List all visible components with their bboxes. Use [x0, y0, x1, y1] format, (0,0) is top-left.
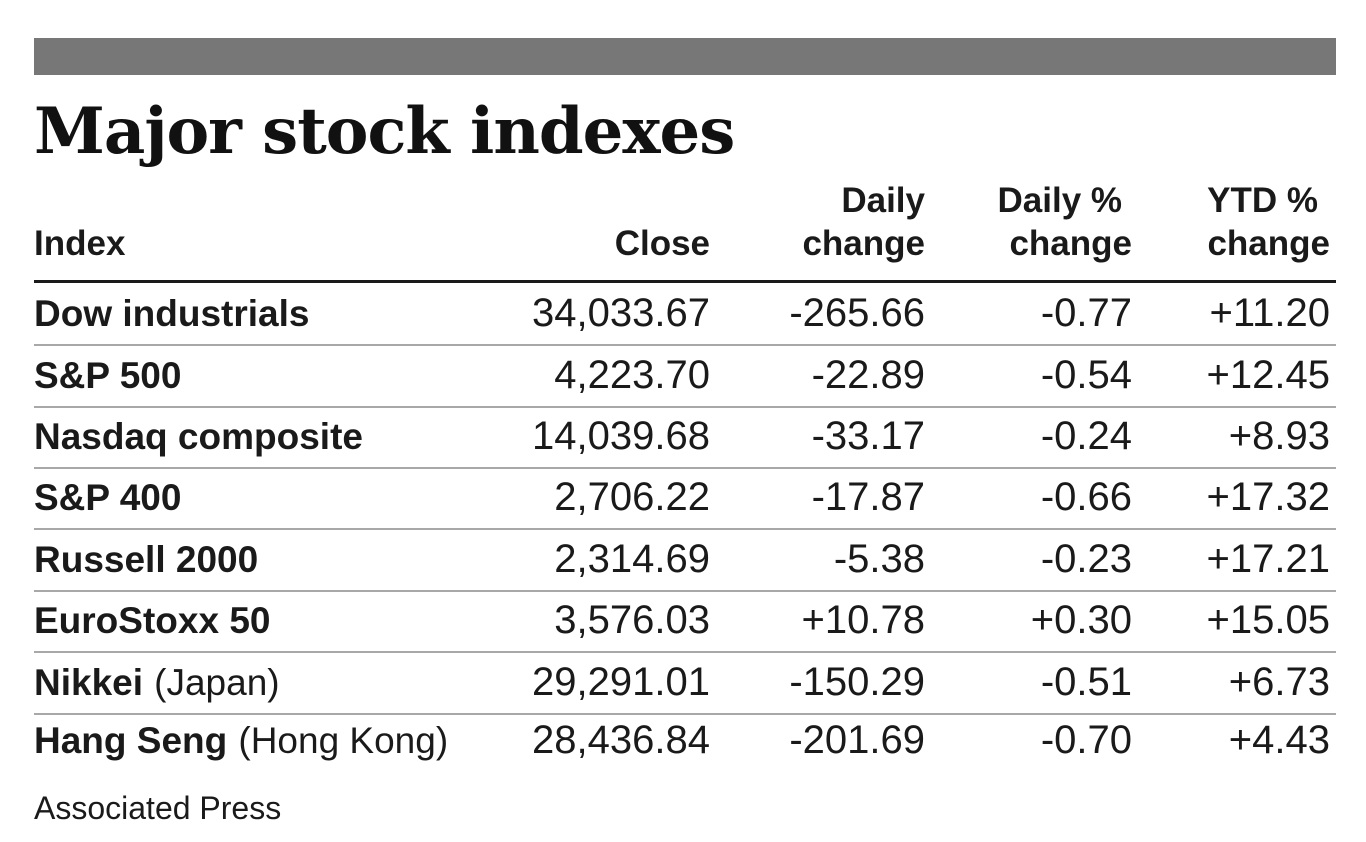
index-name-cell: S&P 400 — [34, 467, 181, 528]
column-header-close: Close — [614, 224, 710, 263]
table-row: EuroStoxx 50 3,576.03 +10.78 +0.30 +15.0… — [34, 590, 1336, 653]
daily-change-cell: +10.78 — [801, 598, 925, 642]
daily-pct-cell: -0.51 — [1040, 660, 1132, 704]
table-row: S&P 500 4,223.70 -22.89 -0.54 +12.45 — [34, 345, 1336, 408]
index-name: EuroStoxx 50 — [34, 600, 271, 641]
table-row: S&P 400 2,706.22 -17.87 -0.66 +17.32 — [34, 467, 1336, 530]
column-header-ytd-pct-line2: change — [1207, 224, 1330, 263]
header-bar — [34, 38, 1336, 75]
daily-change-cell: -22.89 — [811, 353, 925, 397]
table-row: Dow industrials 34,033.67 -265.66 -0.77 … — [34, 283, 1336, 346]
daily-change-cell: -17.87 — [811, 475, 925, 519]
index-name: S&P 400 — [34, 477, 182, 518]
daily-change-cell: -150.29 — [789, 660, 925, 704]
daily-pct-cell: -0.66 — [1040, 475, 1132, 519]
daily-pct-cell: -0.70 — [1040, 718, 1132, 762]
index-name: S&P 500 — [34, 355, 182, 396]
close-cell: 3,576.03 — [554, 598, 710, 642]
index-name-cell: Dow industrials — [34, 283, 309, 344]
column-header-index: Index — [34, 224, 126, 263]
ytd-pct-cell: +6.73 — [1228, 660, 1330, 704]
close-cell: 2,706.22 — [554, 475, 710, 519]
index-name-cell: Hang Seng (Hong Kong) — [34, 710, 448, 771]
index-name-cell: S&P 500 — [34, 345, 181, 406]
close-cell: 4,223.70 — [554, 353, 710, 397]
daily-pct-cell: -0.77 — [1040, 291, 1132, 335]
index-name-cell: Russell 2000 — [34, 529, 258, 590]
ytd-pct-cell: +15.05 — [1206, 598, 1330, 642]
index-name-cell: Nikkei (Japan) — [34, 652, 280, 713]
source-credit: Associated Press — [34, 790, 282, 826]
column-header-daily-change-line2: change — [802, 224, 925, 263]
daily-change-cell: -5.38 — [833, 537, 925, 581]
ytd-pct-cell: +8.93 — [1228, 414, 1330, 458]
ytd-pct-cell: +12.45 — [1206, 353, 1330, 397]
column-header-daily-change-line1: Daily — [841, 181, 925, 220]
close-cell: 2,314.69 — [554, 537, 710, 581]
index-name: Hang Seng — [34, 720, 228, 761]
daily-change-cell: -201.69 — [789, 718, 925, 762]
table-row: Nasdaq composite 14,039.68 -33.17 -0.24 … — [34, 406, 1336, 469]
column-header-ytd-pct-line1: YTD % — [1207, 181, 1318, 220]
ytd-pct-cell: +4.43 — [1228, 718, 1330, 762]
table-row: Hang Seng (Hong Kong) 28,436.84 -201.69 … — [34, 710, 1336, 771]
close-cell: 14,039.68 — [532, 414, 710, 458]
column-header-daily-pct-line2: change — [1009, 224, 1132, 263]
ytd-pct-cell: +17.21 — [1206, 537, 1330, 581]
index-name: Nikkei — [34, 662, 144, 703]
daily-change-cell: -33.17 — [811, 414, 925, 458]
column-header-daily-pct-line1: Daily % — [997, 181, 1123, 220]
index-name-cell: EuroStoxx 50 — [34, 590, 270, 651]
index-region: (Hong Kong) — [238, 720, 449, 761]
close-cell: 29,291.01 — [532, 660, 710, 704]
index-name: Nasdaq composite — [34, 416, 363, 457]
close-cell: 28,436.84 — [532, 718, 710, 762]
table-row: Nikkei (Japan) 29,291.01 -150.29 -0.51 +… — [34, 652, 1336, 715]
ytd-pct-cell: +11.20 — [1209, 291, 1331, 335]
daily-pct-cell: -0.24 — [1040, 414, 1132, 458]
index-name: Dow industrials — [34, 293, 310, 334]
close-cell: 34,033.67 — [532, 291, 710, 335]
index-name-cell: Nasdaq composite — [34, 406, 363, 467]
table-row: Russell 2000 2,314.69 -5.38 -0.23 +17.21 — [34, 529, 1336, 592]
header-rule — [34, 280, 1336, 283]
ytd-pct-cell: +17.32 — [1206, 475, 1330, 519]
index-name: Russell 2000 — [34, 539, 259, 580]
daily-pct-cell: +0.30 — [1030, 598, 1132, 642]
daily-change-cell: -265.66 — [789, 291, 925, 335]
page-title: Major stock indexes — [34, 94, 735, 169]
daily-pct-cell: -0.54 — [1040, 353, 1132, 397]
daily-pct-cell: -0.23 — [1040, 537, 1132, 581]
index-region: (Japan) — [154, 662, 280, 703]
